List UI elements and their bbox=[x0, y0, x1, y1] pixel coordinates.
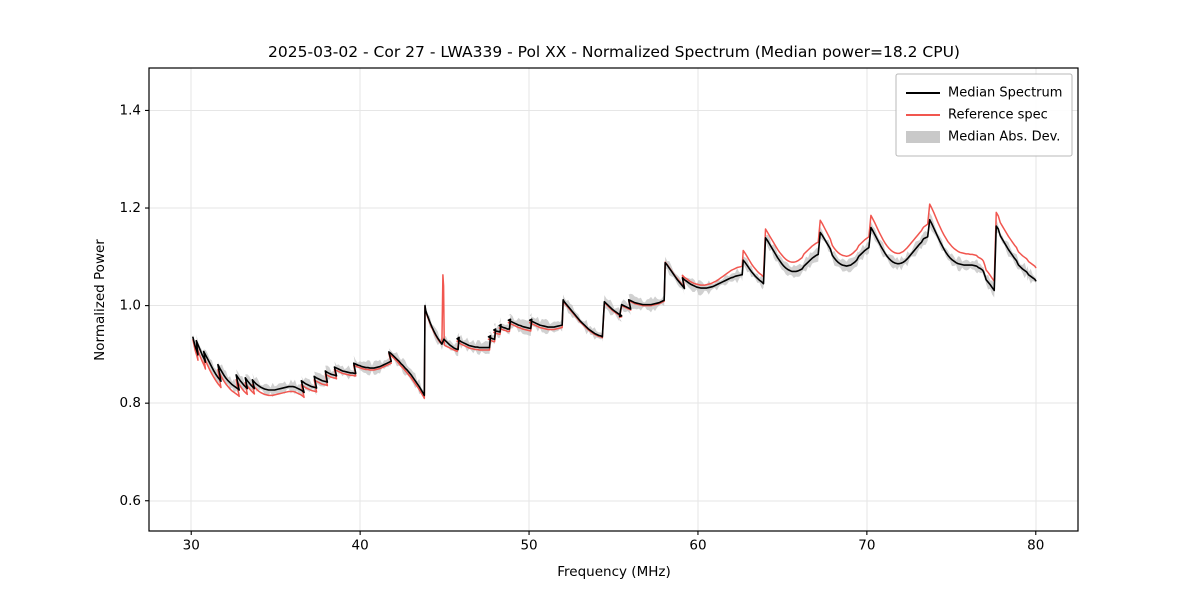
x-tick-label-1: 40 bbox=[352, 538, 369, 554]
legend-label-0: Median Spectrum bbox=[948, 86, 1062, 101]
y-axis-label: Normalized Power bbox=[92, 239, 108, 361]
x-tick-label-2: 50 bbox=[520, 538, 537, 554]
legend-label-2: Median Abs. Dev. bbox=[948, 130, 1060, 145]
y-tick-label-1: 0.8 bbox=[120, 395, 141, 411]
x-tick-label-3: 60 bbox=[689, 538, 706, 554]
legend-label-1: Reference spec bbox=[948, 108, 1048, 123]
legend-swatch-band-2 bbox=[906, 131, 940, 143]
median-spectrum-line bbox=[192, 218, 1037, 397]
x-tick-label-0: 30 bbox=[183, 538, 200, 554]
x-axis-label: Frequency (MHz) bbox=[557, 564, 670, 580]
x-tick-label-4: 70 bbox=[858, 538, 875, 554]
y-tick-label-3: 1.2 bbox=[120, 200, 141, 216]
chart-legend[interactable]: Median Spectrum Reference spec Median Abs.… bbox=[895, 73, 1073, 157]
y-tick-label-2: 1.0 bbox=[120, 298, 141, 314]
x-tick-label-5: 80 bbox=[1027, 538, 1044, 554]
ticks-layer: 30 40 50 60 70 80 0.6 0.8 1.0 1.2 1.4 bbox=[120, 102, 1045, 553]
y-tick-label-0: 0.6 bbox=[120, 493, 141, 509]
chart-title: 2025-03-02 - Cor 27 - LWA339 - Pol XX - … bbox=[268, 43, 960, 61]
y-tick-label-4: 1.4 bbox=[120, 102, 141, 118]
axes-frame bbox=[148, 67, 1079, 532]
